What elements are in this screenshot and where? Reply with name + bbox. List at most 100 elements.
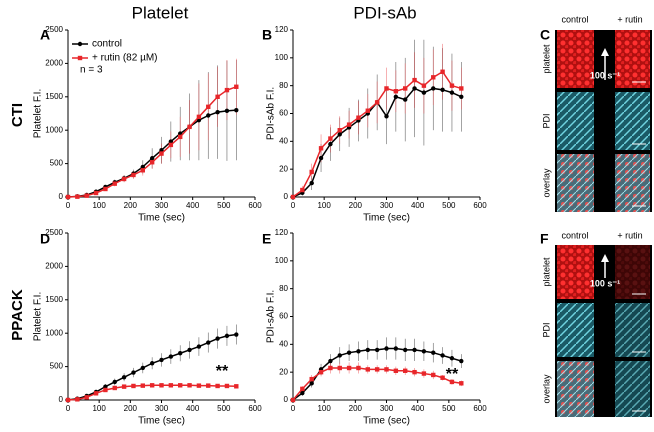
row-label: PPACK xyxy=(9,289,26,341)
x-tick-label: 0 xyxy=(291,201,296,210)
marker xyxy=(103,387,108,393)
marker xyxy=(384,86,389,91)
y-tick-label: 0 xyxy=(284,395,289,404)
image-row-label: platelet xyxy=(541,257,551,287)
marker xyxy=(159,357,164,363)
marker xyxy=(234,332,239,337)
x-axis-label: Time (sec) xyxy=(138,416,185,427)
marker xyxy=(421,371,427,376)
marker xyxy=(403,97,408,102)
image-panel xyxy=(555,245,652,417)
y-tick-label: 120 xyxy=(275,228,289,237)
marker xyxy=(112,181,117,186)
marker xyxy=(187,347,192,353)
marker xyxy=(431,75,436,80)
image-panel xyxy=(555,30,652,212)
y-tick-label: 500 xyxy=(50,159,64,168)
x-tick-label: 200 xyxy=(124,201,138,210)
y-tick-label: 0 xyxy=(59,192,64,201)
marker xyxy=(131,383,136,389)
x-tick-label: 400 xyxy=(186,201,200,210)
x-tick-label: 400 xyxy=(186,404,200,413)
marker xyxy=(346,365,352,371)
marker xyxy=(356,349,361,354)
marker xyxy=(290,194,296,200)
marker xyxy=(159,383,164,388)
marker xyxy=(103,186,108,192)
marker xyxy=(440,69,445,74)
marker xyxy=(224,333,230,339)
marker xyxy=(440,87,445,93)
marker xyxy=(318,146,324,151)
marker xyxy=(403,86,408,91)
x-tick-label: 500 xyxy=(442,201,456,210)
marker xyxy=(196,383,202,388)
marker xyxy=(421,349,427,354)
marker xyxy=(309,169,314,175)
marker xyxy=(374,367,380,372)
marker xyxy=(318,155,324,161)
marker xyxy=(93,190,99,196)
y-axis-label: Platelet F.I. xyxy=(33,89,44,138)
marker xyxy=(374,100,380,105)
marker xyxy=(365,367,370,372)
row-label: CTI xyxy=(9,103,26,127)
x-tick-label: 600 xyxy=(248,201,262,210)
y-tick-label: 60 xyxy=(279,109,288,118)
marker xyxy=(168,142,174,148)
panel-letter: E xyxy=(262,231,271,247)
marker xyxy=(365,347,370,353)
series-line xyxy=(67,86,237,198)
marker xyxy=(449,379,455,385)
panel-letter: D xyxy=(40,231,50,247)
marker xyxy=(140,365,145,371)
marker xyxy=(459,94,464,100)
marker xyxy=(224,108,230,114)
marker xyxy=(149,160,155,165)
y-tick-label: 20 xyxy=(279,367,288,376)
marker xyxy=(168,139,174,144)
x-tick-label: 100 xyxy=(92,201,106,210)
image-row-label: overlay xyxy=(541,374,551,404)
y-tick-label: 1000 xyxy=(45,125,63,134)
marker xyxy=(393,94,399,100)
marker xyxy=(140,168,145,173)
legend-label: control xyxy=(92,39,122,50)
marker xyxy=(149,156,155,161)
marker xyxy=(365,108,370,113)
image-column-label: + rutin xyxy=(617,230,642,240)
marker xyxy=(215,336,220,341)
marker xyxy=(384,346,389,351)
panel-letter: A xyxy=(40,27,50,43)
y-tick-label: 1500 xyxy=(45,295,63,304)
image-row-label: PDI xyxy=(541,322,551,337)
marker xyxy=(206,113,211,118)
marker xyxy=(187,383,192,388)
marker xyxy=(121,176,127,182)
marker xyxy=(356,115,361,120)
marker xyxy=(412,347,417,353)
image-column-label: control xyxy=(561,230,588,240)
legend-swatch xyxy=(77,55,83,61)
panel-letter: B xyxy=(262,27,272,43)
marker xyxy=(328,136,333,141)
y-tick-label: 100 xyxy=(275,256,289,265)
y-tick-label: 20 xyxy=(279,164,288,173)
marker xyxy=(328,365,333,371)
marker xyxy=(449,83,455,88)
marker xyxy=(459,381,464,386)
marker xyxy=(140,164,145,170)
marker xyxy=(337,353,342,358)
y-axis-label: PDI-sAb F.I. xyxy=(266,87,277,140)
marker xyxy=(421,90,427,95)
x-axis-label: Time (sec) xyxy=(138,213,185,224)
image-row-label: platelet xyxy=(541,44,551,74)
marker xyxy=(346,350,352,355)
marker xyxy=(403,368,408,373)
legend-label: + rutin (82 µM) xyxy=(92,53,158,64)
marker xyxy=(93,391,99,396)
y-tick-label: 80 xyxy=(279,81,288,90)
legend-swatch xyxy=(77,41,83,47)
x-tick-label: 0 xyxy=(66,201,71,210)
